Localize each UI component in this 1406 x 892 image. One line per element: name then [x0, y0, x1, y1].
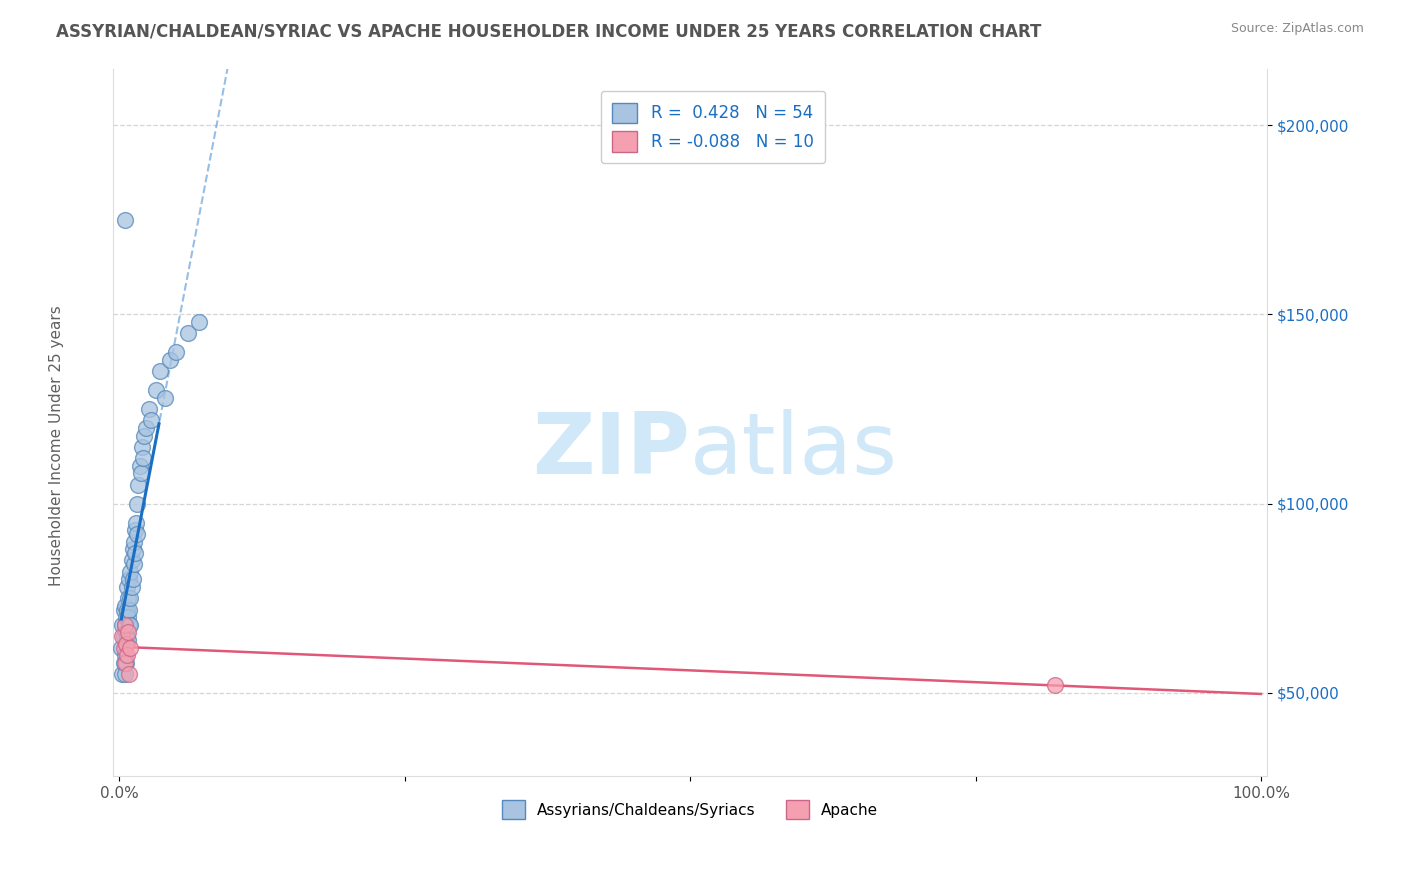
Point	[114, 648, 136, 662]
Point	[124, 546, 146, 560]
Point	[121, 553, 143, 567]
Point	[114, 656, 136, 670]
Point	[145, 383, 167, 397]
Point	[132, 451, 155, 466]
Point	[112, 629, 135, 643]
Point	[114, 213, 136, 227]
Point	[1045, 678, 1067, 692]
Point	[129, 467, 152, 481]
Point	[120, 565, 142, 579]
Point	[138, 402, 160, 417]
Point	[112, 602, 135, 616]
Point	[121, 580, 143, 594]
Point	[115, 656, 138, 670]
Point	[124, 523, 146, 537]
Point	[111, 667, 134, 681]
Text: Householder Income Under 25 years: Householder Income Under 25 years	[49, 306, 63, 586]
Point	[127, 527, 149, 541]
Point	[115, 629, 138, 643]
Point	[176, 326, 198, 341]
Point	[111, 629, 134, 643]
Point	[128, 458, 150, 473]
Point	[110, 640, 132, 655]
Point	[118, 573, 141, 587]
Point	[120, 617, 142, 632]
Point	[134, 428, 156, 442]
Point	[122, 558, 145, 572]
Point	[115, 637, 138, 651]
Point	[115, 580, 138, 594]
Point	[153, 391, 176, 405]
Text: ZIP: ZIP	[533, 409, 690, 492]
Point	[111, 617, 134, 632]
Point	[120, 591, 142, 606]
Point	[117, 610, 139, 624]
Point	[131, 440, 153, 454]
Point	[115, 637, 138, 651]
Point	[114, 667, 136, 681]
Point	[115, 648, 138, 662]
Point	[118, 667, 141, 681]
Point	[115, 610, 138, 624]
Point	[188, 315, 211, 329]
Point	[149, 364, 172, 378]
Point	[135, 421, 157, 435]
Text: ASSYRIAN/CHALDEAN/SYRIAC VS APACHE HOUSEHOLDER INCOME UNDER 25 YEARS CORRELATION: ASSYRIAN/CHALDEAN/SYRIAC VS APACHE HOUSE…	[56, 22, 1042, 40]
Point	[114, 617, 136, 632]
Point	[112, 656, 135, 670]
Point	[125, 516, 148, 530]
Text: Source: ZipAtlas.com: Source: ZipAtlas.com	[1230, 22, 1364, 36]
Point	[112, 640, 135, 655]
Point	[114, 617, 136, 632]
Point	[159, 352, 181, 367]
Point	[117, 632, 139, 647]
Point	[121, 573, 143, 587]
Point	[139, 413, 162, 427]
Point	[165, 345, 187, 359]
Point	[117, 625, 139, 640]
Point	[121, 542, 143, 557]
Point	[122, 534, 145, 549]
Point	[118, 617, 141, 632]
Text: atlas: atlas	[690, 409, 898, 492]
Point	[120, 640, 142, 655]
Legend: Assyrians/Chaldeans/Syriacs, Apache: Assyrians/Chaldeans/Syriacs, Apache	[496, 794, 884, 825]
Point	[118, 602, 141, 616]
Point	[114, 599, 136, 613]
Point	[115, 602, 138, 616]
Point	[117, 591, 139, 606]
Point	[127, 497, 149, 511]
Point	[115, 625, 138, 640]
Point	[127, 477, 149, 491]
